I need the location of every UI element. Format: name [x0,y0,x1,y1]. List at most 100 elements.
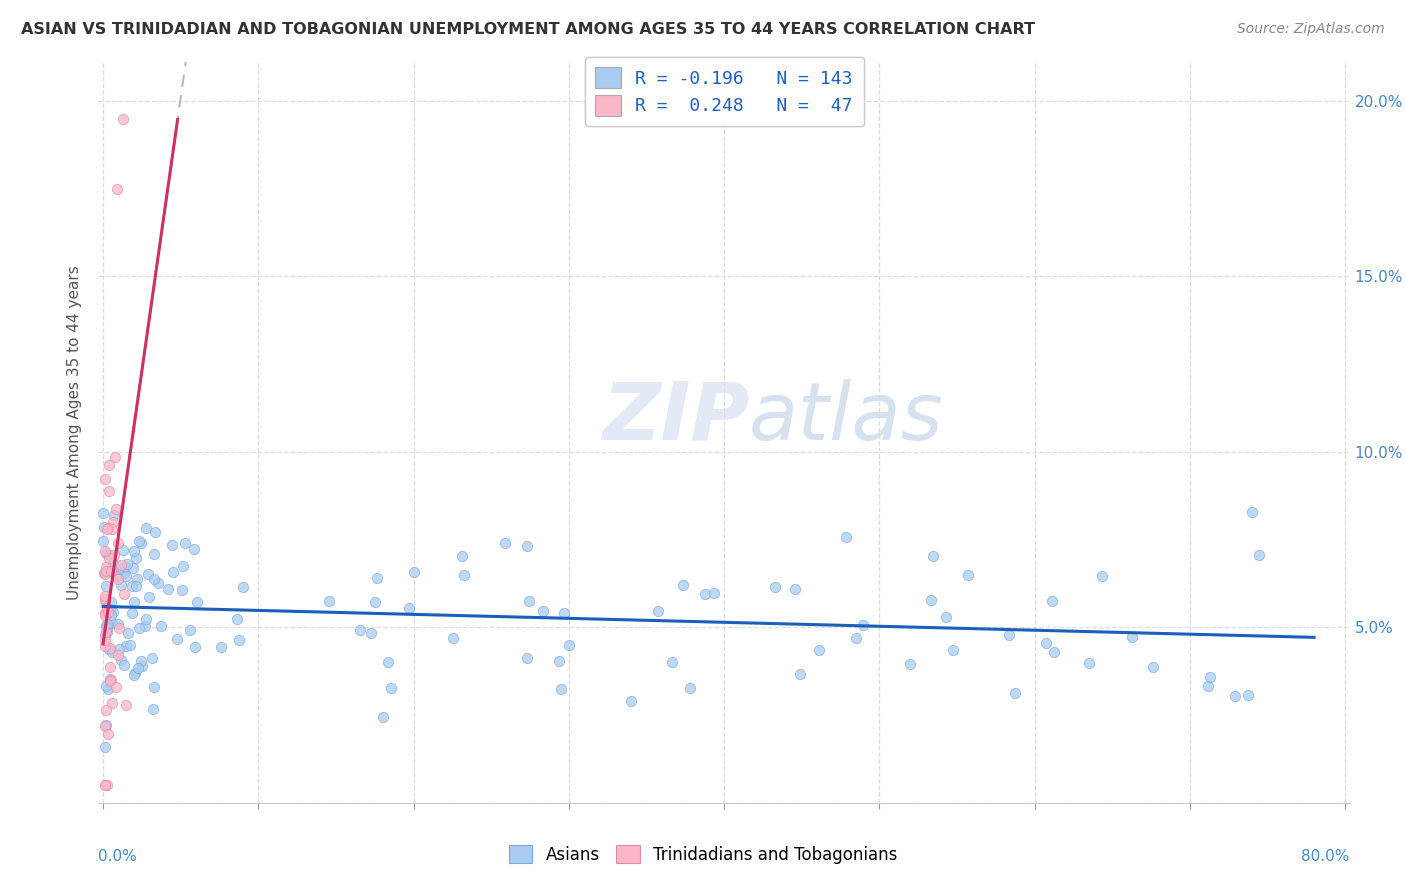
Point [232,581,254,595]
Point [127,573,149,587]
Y-axis label: Unemployment Among Ages 35 to 44 years: Unemployment Among Ages 35 to 44 years [67,265,83,600]
Point [105,182,128,196]
Point [1043,645,1066,659]
Point [96,778,118,792]
Point [94,619,117,633]
Point [110,653,132,667]
Point [128,533,150,548]
Point [1040,594,1063,608]
Point [1121,630,1143,644]
Point [96,564,118,578]
Point [105,569,128,583]
Point [935,609,957,624]
Point [166,632,188,647]
Point [96,624,118,639]
Point [94,778,117,792]
Point [93,592,115,607]
Point [94,607,117,622]
Point [100,673,122,687]
Point [104,681,127,695]
Point [1199,670,1222,684]
Point [1249,549,1271,563]
Point [558,638,581,652]
Point [93,633,115,648]
Point [124,665,146,680]
Point [1240,505,1263,519]
Point [172,558,194,573]
Point [114,560,136,574]
Point [101,556,124,570]
Point [114,639,136,653]
Point [107,535,129,549]
Point [209,640,232,655]
Point [138,590,160,604]
Point [183,542,205,557]
Point [620,694,643,708]
Legend: R = -0.196   N = 143, R =  0.248   N =  47: R = -0.196 N = 143, R = 0.248 N = 47 [585,57,863,127]
Point [349,623,371,637]
Point [122,544,145,558]
Point [98,659,121,673]
Point [184,640,207,655]
Point [366,571,388,585]
Point [124,550,146,565]
Point [703,586,725,600]
Point [1197,679,1219,693]
Point [377,655,399,669]
Point [96,522,118,536]
Point [100,608,122,623]
Point [364,594,387,608]
Point [156,582,179,596]
Point [94,718,117,732]
Point [131,658,153,673]
Point [143,680,166,694]
Point [127,661,149,675]
Point [678,681,700,696]
Point [136,566,159,581]
Point [93,589,115,603]
Point [104,450,127,465]
Point [404,566,426,580]
Point [117,625,139,640]
Point [494,536,516,550]
Text: Source: ZipAtlas.com: Source: ZipAtlas.com [1237,22,1385,37]
Point [112,112,135,126]
Point [112,542,135,557]
Point [93,520,115,534]
Point [112,658,135,673]
Point [380,681,402,695]
Text: 80.0%: 80.0% [1302,849,1350,863]
Point [1035,635,1057,649]
Point [517,594,540,608]
Point [129,655,152,669]
Point [516,539,538,553]
Point [115,698,138,712]
Point [121,579,143,593]
Point [93,566,115,581]
Point [693,586,716,600]
Point [94,679,117,693]
Point [371,710,394,724]
Point [94,625,117,640]
Point [898,657,921,671]
Point [150,619,173,633]
Point [122,594,145,608]
Text: ASIAN VS TRINIDADIAN AND TOBAGONIAN UNEMPLOYMENT AMONG AGES 35 TO 44 YEARS CORRE: ASIAN VS TRINIDADIAN AND TOBAGONIAN UNEM… [21,22,1035,37]
Point [451,549,474,563]
Point [103,548,125,562]
Point [108,621,131,635]
Point [112,587,135,601]
Point [834,530,856,544]
Point [97,548,120,562]
Point [122,560,145,574]
Point [228,633,250,648]
Point [174,535,197,549]
Legend: Asians, Trinidadians and Tobagonians: Asians, Trinidadians and Tobagonians [502,838,904,871]
Point [93,544,115,558]
Point [101,564,124,578]
Point [105,502,128,516]
Point [96,605,118,619]
Point [125,579,148,593]
Point [98,602,121,616]
Point [789,667,811,681]
